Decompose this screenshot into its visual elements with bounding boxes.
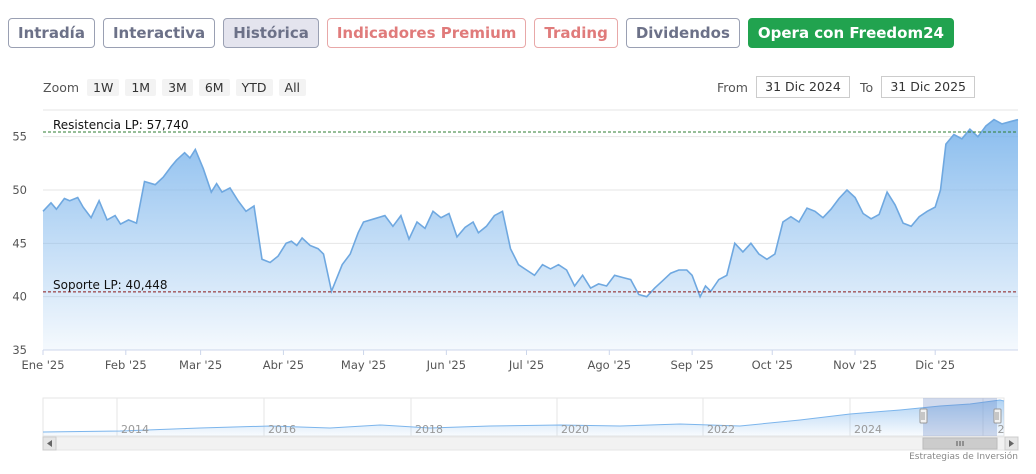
range-to: To 31 Dic 2025: [860, 76, 976, 98]
x-tick-label-5: Jun '25: [426, 358, 466, 372]
to-label: To: [860, 79, 874, 95]
tab-4[interactable]: Trading: [534, 18, 618, 48]
scroll-right-arrow-icon: [1009, 440, 1014, 447]
navigator-area: [43, 400, 1004, 436]
support-label: Soporte LP: 40,448: [53, 278, 168, 292]
x-tick-label-7: Ago '25: [587, 358, 631, 372]
tab-6[interactable]: Opera con Freedom24: [747, 18, 954, 48]
price-area: [43, 119, 1018, 350]
scroll-left-arrow-icon: [47, 440, 52, 447]
zoom-1w-button[interactable]: 1W: [87, 78, 120, 96]
zoom-bar: Zoom 1W 1M 3M 6M YTD All: [43, 77, 307, 97]
x-tick-label-1: Feb '25: [105, 358, 147, 372]
tab-2[interactable]: Histórica: [223, 18, 319, 48]
zoom-all-button[interactable]: All: [278, 78, 307, 96]
nav-year-label-4: 2022: [707, 423, 735, 436]
price-line: [42, 118, 1019, 299]
nav-year-label-3: 2020: [561, 423, 589, 436]
nav-year-label-1: 2016: [268, 423, 296, 436]
x-tick-label-9: Oct '25: [752, 358, 793, 372]
x-tick-label-4: May '25: [341, 358, 386, 372]
y-tick-label-0: 35: [12, 343, 27, 357]
x-tick-label-3: Abr '25: [263, 358, 304, 372]
x-tick-label-2: Mar '25: [179, 358, 222, 372]
nav-year-label-5: 2024: [854, 423, 882, 436]
tab-3[interactable]: Indicadores Premium: [326, 18, 527, 48]
chart-tabs: Intradía Interactiva Histórica Indicadores …: [8, 18, 954, 48]
zoom-6m-button[interactable]: 6M: [198, 78, 230, 96]
zoom-3m-button[interactable]: 3M: [162, 78, 193, 96]
nav-year-label-6: 2: [998, 423, 1005, 436]
y-tick-label-4: 55: [12, 130, 27, 144]
nav-year-label-0: 2014: [121, 423, 149, 436]
y-tick-label-2: 45: [12, 236, 27, 250]
navigator-selection: [923, 398, 997, 436]
x-tick-label-11: Dic '25: [915, 358, 955, 372]
to-date-input[interactable]: 31 Dic 2025: [881, 76, 976, 98]
zoom-ytd-button[interactable]: YTD: [235, 78, 273, 96]
tab-1[interactable]: Interactiva: [102, 18, 216, 48]
x-tick-label-8: Sep '25: [671, 358, 714, 372]
zoom-1m-button[interactable]: 1M: [125, 78, 157, 96]
y-tick-label-1: 40: [12, 290, 27, 304]
navigator-line: [42, 399, 1005, 433]
x-tick-label-10: Nov '25: [833, 358, 877, 372]
nav-year-label-2: 2018: [415, 423, 443, 436]
tab-0[interactable]: Intradía: [8, 18, 95, 48]
range-from: From 31 Dic 2024: [717, 76, 850, 98]
y-tick-label-3: 50: [12, 183, 27, 197]
zoom-label: Zoom: [43, 79, 80, 95]
from-label: From: [717, 79, 748, 95]
tab-5[interactable]: Dividendos: [625, 18, 740, 48]
from-date-input[interactable]: 31 Dic 2024: [755, 76, 850, 98]
resistance-label: Resistencia LP: 57,740: [53, 118, 189, 132]
x-tick-label-6: Jul '25: [508, 358, 544, 372]
navigator-scrollbar[interactable]: [42, 436, 1019, 451]
chart-credit: Estrategias de Inversión: [909, 452, 1018, 462]
x-tick-label-0: Ene '25: [21, 358, 64, 372]
